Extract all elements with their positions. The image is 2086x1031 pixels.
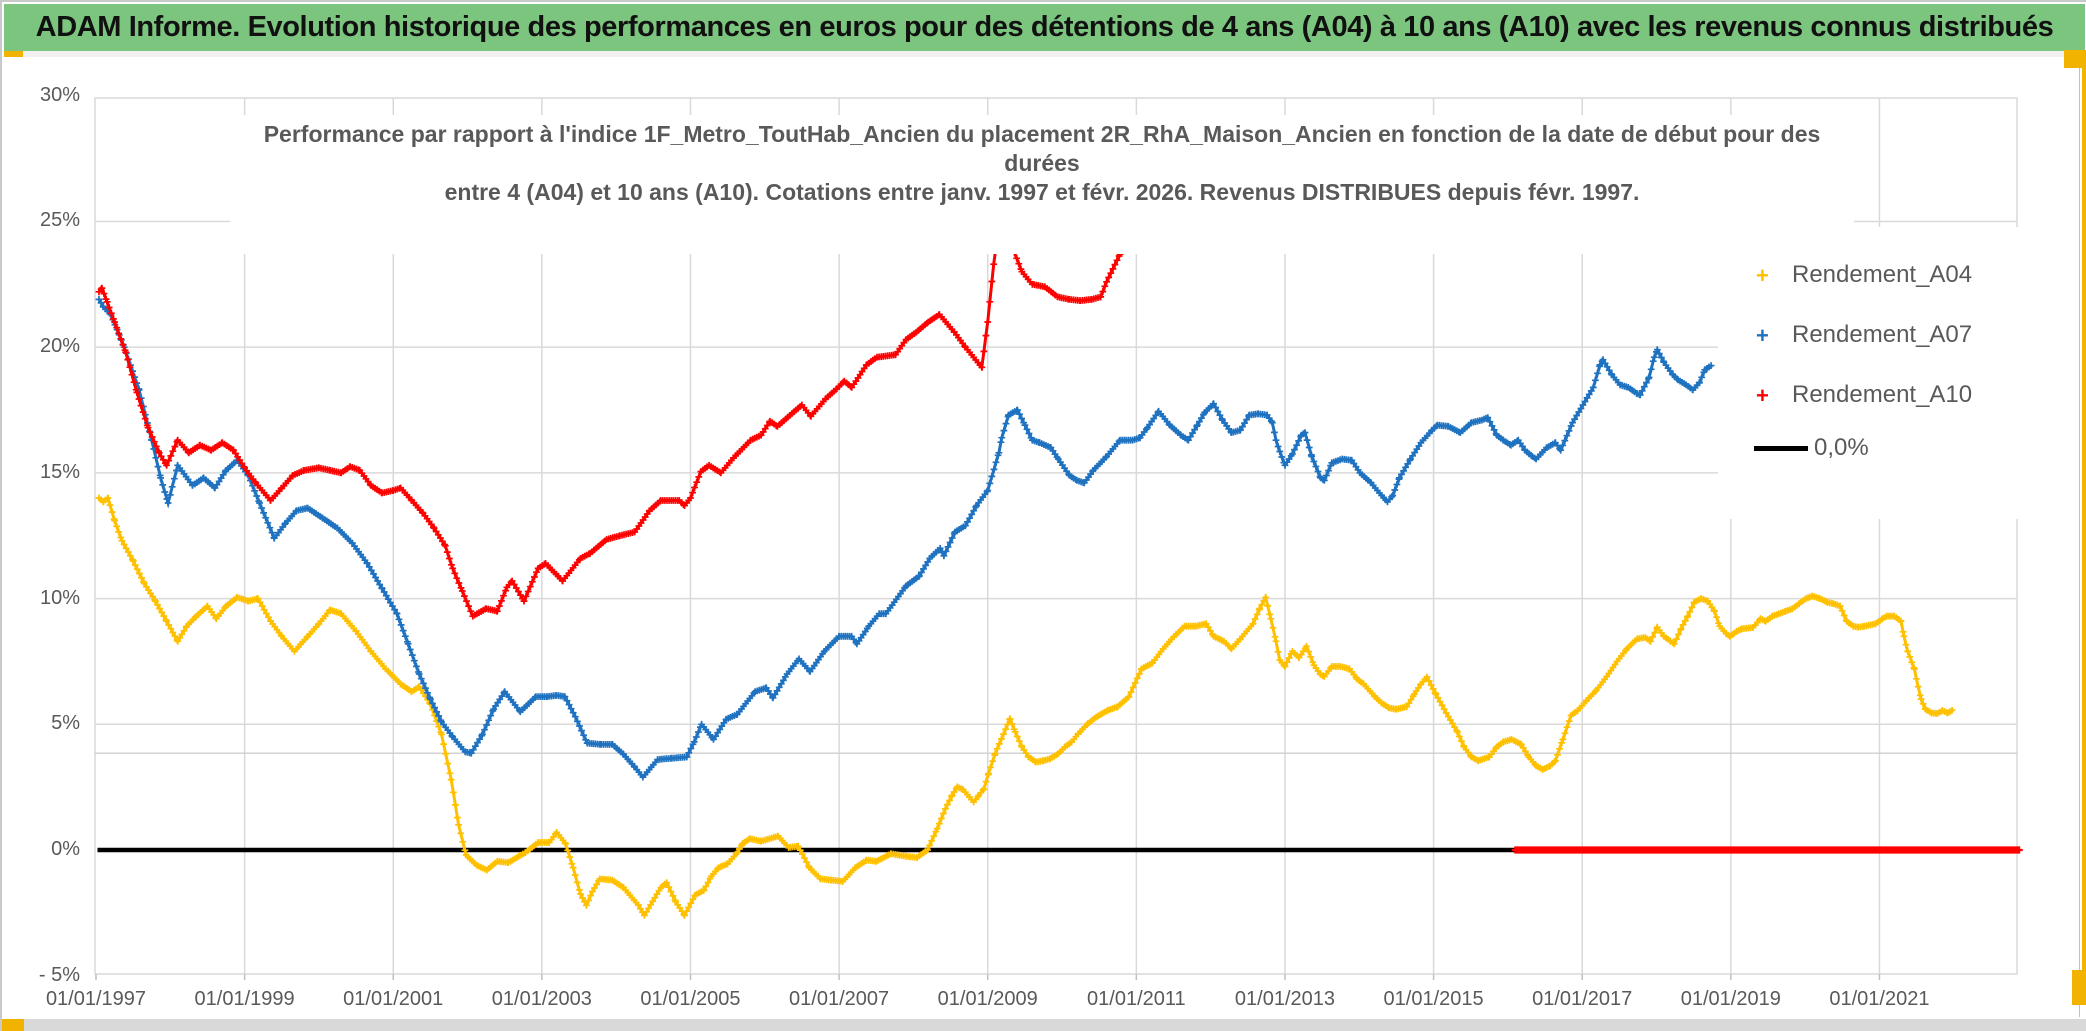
legend-label: Rendement_A07 [1792,321,1973,348]
y-axis-label: 0% [51,838,80,860]
chart-title-line3: entre 4 (A04) et 10 ans (A10). Cotations… [444,179,1640,205]
x-axis-label: 01/01/2019 [1680,988,1781,1010]
chart-title-line1: Performance par rapport à l'indice 1F_Me… [263,121,1821,147]
chart-title-line2: durées [1004,150,1080,176]
legend-label: 0,0% [1814,434,1869,461]
scrollbar-thumb[interactable] [2,1019,24,1031]
y-axis-label: 20% [39,335,80,358]
y-axis-label: 10% [39,586,80,609]
y-axis-label: 5% [51,712,80,735]
legend-label: Rendement_A10 [1792,381,1973,408]
legend-item-a10: + Rendement_A10 [1718,381,2079,415]
x-axis-label: 01/01/2001 [343,988,444,1010]
x-axis-label: 01/01/2003 [491,988,592,1010]
series-rendement-a10-zero-segment-markers [1511,846,2023,854]
legend-label: Rendement_A04 [1792,261,1973,288]
header-divider [4,51,2086,57]
series-rendement-a07-line [97,298,1714,780]
gold-left-accent [4,51,23,57]
x-axis-label: 01/01/1997 [45,988,147,1010]
x-axis-label: 01/01/2017 [1532,988,1633,1010]
y-axis-label: 25% [39,209,80,232]
right-border-line [2079,51,2080,1017]
series-rendement-a07-markers [95,296,1715,781]
legend-item-zero: 0,0% [1718,434,2079,468]
header-banner: ADAM Informe. Evolution historique des p… [4,4,2085,51]
chart-title: Performance par rapport à l'indice 1F_Me… [230,115,1854,254]
x-axis-label: 01/01/2009 [937,988,1038,1010]
gold-corner-bottom [2072,970,2086,1005]
legend-item-a07: + Rendement_A07 [1718,321,2079,355]
x-axis-label: 01/01/2007 [789,988,890,1010]
x-axis-label: 01/01/2015 [1383,988,1484,1010]
plus-marker-icon: + [1756,323,1769,348]
gold-right-bar [2082,50,2086,1005]
y-axis-label: 30% [39,83,80,106]
header-title: ADAM Informe. Evolution historique des p… [35,11,2054,43]
series-rendement-a04-markers [95,494,1956,919]
y-axis-label: - 5% [38,963,80,986]
plus-marker-icon: + [1756,383,1769,408]
plus-marker-icon: + [1756,263,1769,288]
x-axis-label: 01/01/2005 [640,988,741,1010]
chart-legend: + Rendement_A04 + Rendement_A07 + Rendem… [1718,227,2079,519]
legend-item-a04: + Rendement_A04 [1718,261,2079,295]
x-axis-label: 01/01/1999 [194,988,295,1010]
x-axis-label: 01/01/2021 [1829,988,1930,1010]
x-axis-label: 01/01/2013 [1234,988,1335,1010]
zero-line-icon [1754,446,1808,451]
horizontal-scrollbar[interactable] [2,1019,2086,1031]
plot-border [94,97,2018,975]
x-axis-label: 01/01/2011 [1087,988,1186,1010]
gold-corner-top [2064,50,2086,68]
y-axis-label: 15% [39,460,80,483]
chart-area: Performance par rapport à l'indice 1F_Me… [2,57,2086,1031]
